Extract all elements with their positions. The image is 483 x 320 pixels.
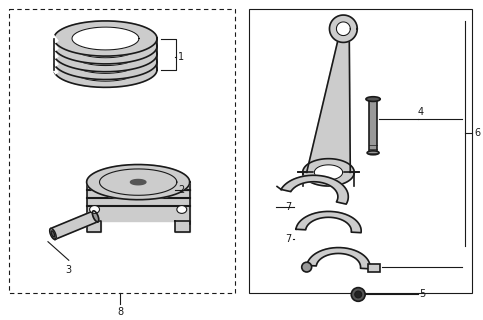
Polygon shape [86,221,101,232]
Text: 3: 3 [66,265,72,275]
Polygon shape [72,27,139,50]
Ellipse shape [366,97,380,101]
Polygon shape [54,29,157,64]
Ellipse shape [367,151,379,155]
Polygon shape [72,51,139,73]
Ellipse shape [177,205,187,213]
Text: 4: 4 [418,107,424,117]
Polygon shape [92,211,99,222]
Circle shape [351,288,365,301]
Polygon shape [130,180,146,185]
Polygon shape [54,21,157,56]
Text: 8: 8 [117,307,123,317]
Ellipse shape [90,205,99,213]
Text: 5: 5 [420,290,426,300]
Text: 1: 1 [178,52,184,62]
Polygon shape [72,43,139,66]
Polygon shape [337,22,350,36]
Polygon shape [72,58,139,81]
Circle shape [302,262,312,272]
Polygon shape [281,175,348,204]
Polygon shape [307,43,350,172]
Circle shape [355,291,362,298]
Text: 7: 7 [285,202,292,212]
Polygon shape [51,211,98,239]
Polygon shape [54,36,157,72]
Polygon shape [54,52,157,87]
Polygon shape [303,159,354,172]
Bar [369,99,377,153]
Polygon shape [54,44,157,80]
Polygon shape [314,165,342,180]
Polygon shape [72,35,139,58]
Polygon shape [296,212,361,233]
Polygon shape [51,231,55,237]
Polygon shape [86,182,190,221]
Polygon shape [86,164,190,200]
Polygon shape [307,248,370,269]
Bar [368,264,380,272]
Polygon shape [329,15,357,43]
Bar [249,9,472,292]
Text: 2: 2 [178,185,184,195]
Polygon shape [303,172,354,186]
Text: 7: 7 [285,234,292,244]
Bar [9,9,235,292]
Polygon shape [50,228,56,239]
Text: 6: 6 [474,128,480,138]
Polygon shape [175,221,190,232]
